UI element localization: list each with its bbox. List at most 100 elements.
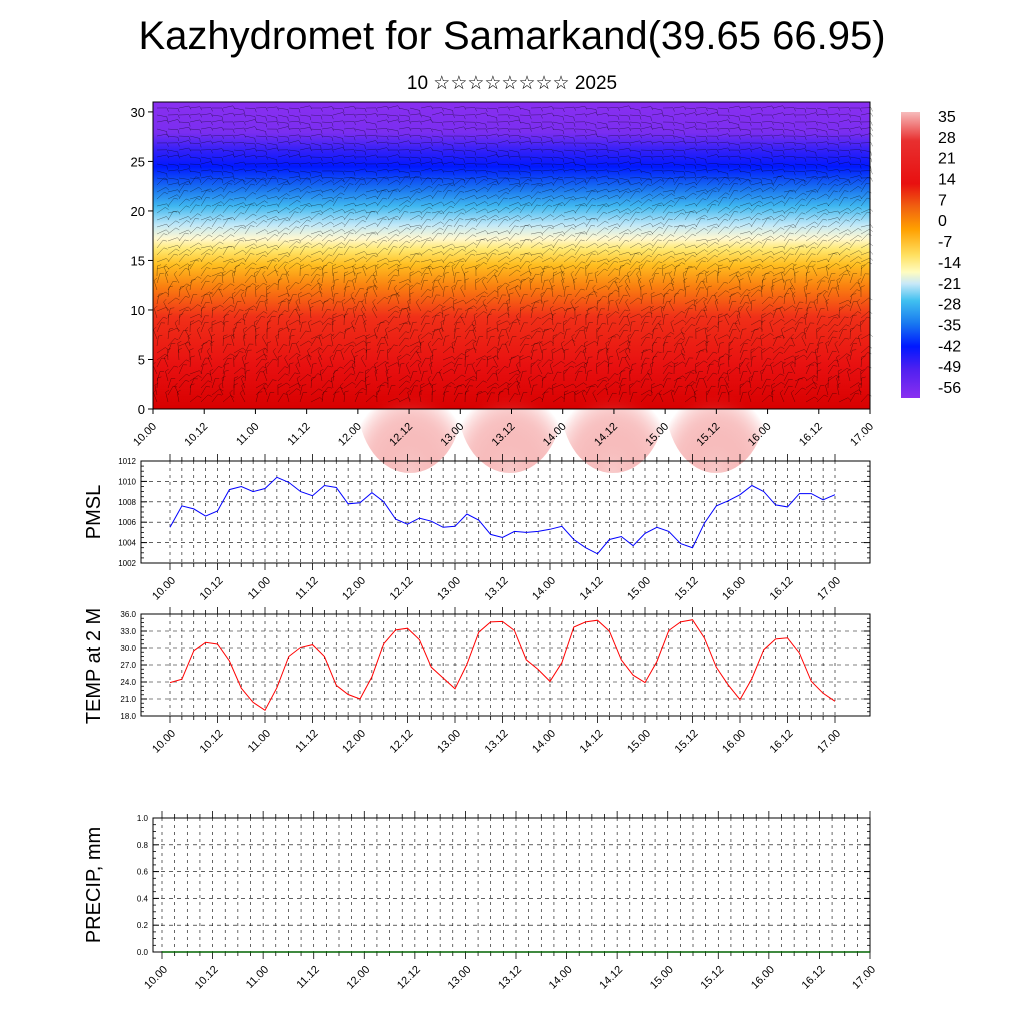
wind-barb bbox=[332, 235, 342, 242]
wind-barb-flag bbox=[342, 265, 346, 269]
wind-barb bbox=[571, 336, 576, 347]
wind-barb-flag bbox=[396, 305, 400, 309]
wind-barb-flag bbox=[524, 343, 529, 345]
wind-barb bbox=[640, 260, 647, 270]
wind-barb-flag bbox=[694, 177, 697, 182]
wind-barb bbox=[431, 294, 437, 305]
wind-barb bbox=[563, 196, 574, 200]
wind-barb bbox=[706, 178, 715, 186]
wind-barb bbox=[497, 215, 508, 221]
wind-barb-flag bbox=[306, 354, 310, 359]
wind-barb-flag bbox=[571, 227, 576, 230]
wind-barb bbox=[541, 329, 546, 340]
wind-barb-flag bbox=[724, 281, 729, 284]
wind-barb-flag bbox=[718, 313, 723, 316]
wind-barb bbox=[200, 177, 209, 186]
wind-barb bbox=[827, 149, 838, 152]
wind-barb bbox=[343, 366, 352, 375]
wind-barb bbox=[530, 341, 541, 347]
wind-barb-flag bbox=[383, 205, 388, 208]
wind-barb-flag bbox=[375, 129, 378, 134]
wind-barb bbox=[772, 121, 783, 124]
wind-barb bbox=[827, 324, 835, 333]
wind-barb-flag bbox=[781, 278, 786, 282]
wind-barb bbox=[584, 343, 587, 354]
wind-barb-flag bbox=[702, 177, 707, 180]
wind-barb bbox=[321, 234, 330, 242]
wind-barb bbox=[551, 287, 554, 298]
wind-barb bbox=[255, 237, 266, 242]
wind-barb bbox=[618, 266, 621, 277]
wind-barb bbox=[255, 220, 264, 228]
wind-barb bbox=[761, 296, 770, 305]
wind-barb-flag bbox=[419, 171, 422, 176]
wind-barb bbox=[695, 228, 705, 235]
wind-barb-flag bbox=[540, 148, 543, 153]
wind-barb bbox=[849, 294, 853, 305]
wind-barb bbox=[747, 273, 752, 284]
wind-barb bbox=[354, 340, 364, 347]
wind-barb-flag bbox=[564, 348, 569, 351]
wind-barb-flag bbox=[240, 239, 244, 242]
wind-barb bbox=[838, 190, 845, 200]
wind-barb-flag bbox=[745, 302, 750, 304]
wind-barb-flag bbox=[485, 164, 488, 168]
wind-barb bbox=[849, 149, 861, 151]
wind-barb-flag bbox=[319, 179, 323, 183]
wind-barb bbox=[739, 231, 750, 235]
wind-barb-flag bbox=[637, 277, 642, 281]
wind-barb bbox=[332, 112, 343, 116]
wind-barb bbox=[178, 232, 186, 242]
wind-barb bbox=[519, 270, 529, 277]
wind-barb bbox=[574, 231, 585, 235]
wind-barb bbox=[563, 265, 574, 270]
wind-barb bbox=[453, 178, 463, 186]
wind-barb bbox=[233, 133, 244, 137]
wind-barb bbox=[321, 229, 332, 235]
wind-barb bbox=[816, 193, 826, 200]
wind-barb bbox=[574, 203, 585, 207]
wind-barb-flag bbox=[781, 270, 785, 274]
wind-barb-flag bbox=[252, 213, 257, 217]
wind-barb-flag bbox=[496, 127, 499, 132]
wind-barb-flag bbox=[781, 326, 785, 330]
wind-barb-flag bbox=[573, 150, 576, 155]
wind-barb-flag bbox=[273, 219, 278, 221]
wind-barb-flag bbox=[276, 117, 278, 122]
wind-barb bbox=[156, 229, 167, 235]
wind-barb-flag bbox=[580, 204, 585, 207]
wind-barb bbox=[200, 291, 210, 298]
wind-barb bbox=[299, 105, 310, 109]
wind-barb bbox=[266, 234, 275, 242]
wind-barb bbox=[508, 355, 519, 361]
wind-barb bbox=[354, 114, 366, 116]
wind-barb bbox=[684, 107, 696, 109]
wind-barb bbox=[244, 177, 256, 179]
wind-barb-flag bbox=[606, 258, 610, 263]
wind-barb-flag bbox=[441, 251, 445, 255]
wind-barb bbox=[153, 329, 158, 340]
wind-barb-flag bbox=[419, 210, 423, 215]
wind-barb bbox=[387, 259, 398, 263]
wind-barb-flag bbox=[175, 248, 180, 252]
wind-barb-flag bbox=[250, 253, 255, 255]
wind-barb bbox=[178, 306, 189, 312]
wind-barb bbox=[486, 114, 497, 118]
wind-barb-flag bbox=[848, 107, 851, 112]
wind-barb bbox=[321, 180, 332, 186]
wind-barb-flag bbox=[342, 215, 346, 220]
wind-barb bbox=[420, 248, 430, 256]
wind-barb bbox=[475, 311, 484, 319]
wind-barb bbox=[574, 246, 581, 256]
wind-barb bbox=[651, 234, 660, 242]
wind-barb-flag bbox=[496, 144, 499, 148]
wind-barb bbox=[200, 280, 206, 291]
wind-barb bbox=[475, 239, 482, 249]
wind-barb bbox=[486, 142, 497, 145]
wind-barb bbox=[376, 257, 387, 263]
wind-barb bbox=[453, 258, 464, 263]
wind-barb bbox=[596, 308, 602, 319]
wind-barb-flag bbox=[224, 321, 229, 323]
wind-barb bbox=[662, 234, 671, 242]
wind-barb bbox=[156, 203, 167, 207]
